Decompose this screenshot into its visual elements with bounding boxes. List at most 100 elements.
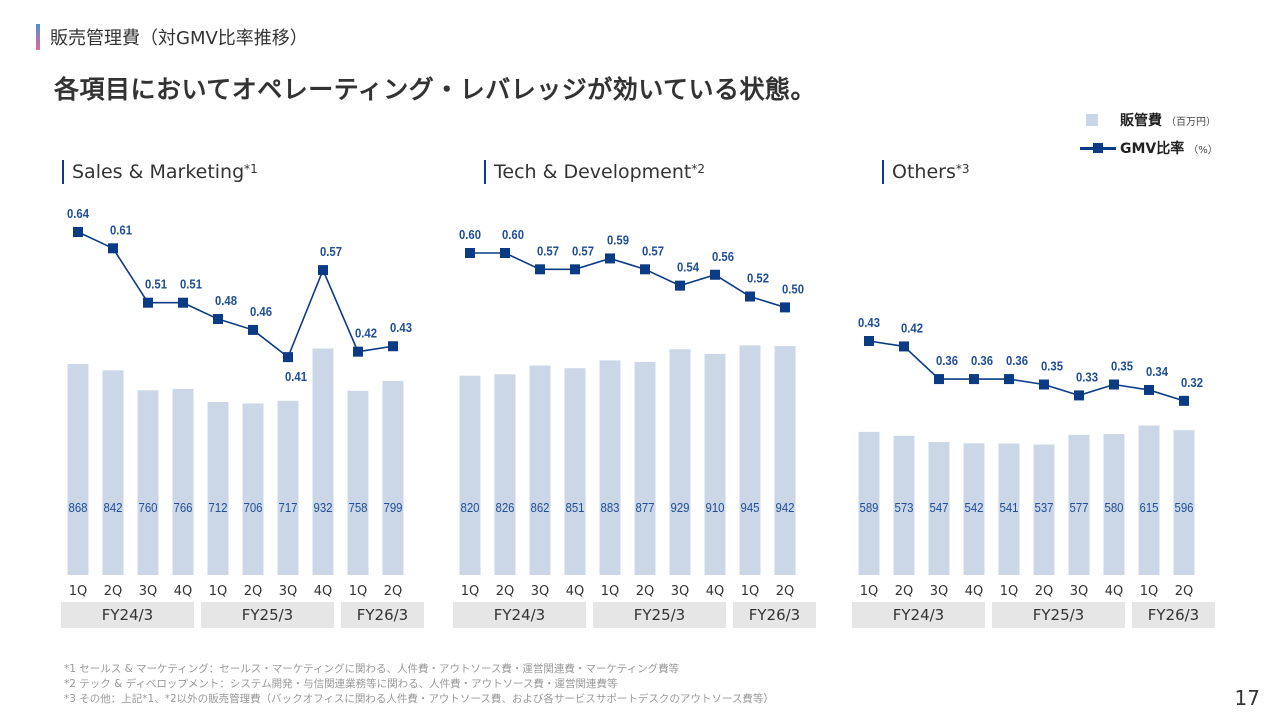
gmv-ratio-marker <box>178 297 188 308</box>
quarter-tick-label: 2Q <box>496 584 515 599</box>
gmv-ratio-marker <box>283 352 293 363</box>
legend-line-marker-icon <box>1080 142 1116 154</box>
gmv-ratio-value-label: 0.60 <box>502 227 524 242</box>
chart-title-footnote-mark: *2 <box>691 162 705 176</box>
bar-value-label: 758 <box>349 500 368 515</box>
gmv-ratio-marker <box>1004 374 1014 385</box>
quarter-tick-label: 2Q <box>1035 584 1054 599</box>
bar <box>1068 434 1090 575</box>
quarter-tick-label: 3Q <box>1070 584 1089 599</box>
quarter-tick-label: 2Q <box>895 584 914 599</box>
gmv-ratio-marker <box>73 227 83 237</box>
bar <box>137 390 159 575</box>
gmv-ratio-value-label: 0.34 <box>1146 364 1169 379</box>
bar-value-label: 842 <box>104 500 123 515</box>
gmv-ratio-value-label: 0.41 <box>285 369 307 384</box>
chart-title-footnote-mark: *1 <box>244 162 258 176</box>
gmv-ratio-marker <box>388 341 398 352</box>
quarter-tick-label: 4Q <box>706 584 725 599</box>
bar-value-label: 541 <box>1000 500 1019 515</box>
bar <box>312 348 334 575</box>
bar <box>529 365 551 575</box>
fiscal-year-label: FY24/3 <box>102 606 153 624</box>
quarter-tick-label: 1Q <box>69 584 88 599</box>
fiscal-year-label: FY26/3 <box>749 606 800 624</box>
bar <box>277 400 299 575</box>
gmv-ratio-value-label: 0.57 <box>642 243 664 258</box>
bar-value-label: 542 <box>965 500 984 515</box>
gmv-ratio-value-label: 0.32 <box>1181 375 1203 390</box>
bar <box>928 442 950 575</box>
quarter-tick-label: 2Q <box>104 584 123 599</box>
fiscal-year-box <box>992 602 1125 628</box>
quarter-tick-label: 3Q <box>279 584 298 599</box>
gmv-ratio-marker <box>143 297 153 308</box>
bar <box>704 353 726 575</box>
bar <box>67 364 89 575</box>
quarter-tick-label: 3Q <box>930 584 949 599</box>
chart-title-others: Others *3 <box>882 160 970 184</box>
bar <box>382 380 404 575</box>
gmv-ratio-value-label: 0.36 <box>1006 353 1028 368</box>
gmv-ratio-marker <box>1039 379 1049 390</box>
bar <box>207 401 229 575</box>
bar <box>1103 434 1125 575</box>
bar <box>998 443 1020 575</box>
headline: 各項目においてオペレーティング・レバレッジが効いている状態。 <box>54 75 817 104</box>
gmv-ratio-marker <box>108 243 118 254</box>
bar <box>1173 430 1195 575</box>
gmv-ratio-value-label: 0.57 <box>320 244 342 259</box>
gmv-ratio-marker <box>353 346 363 357</box>
bar-value-label: 573 <box>895 500 914 515</box>
quarter-tick-label: 4Q <box>566 584 585 599</box>
gmv-ratio-marker <box>745 291 755 302</box>
chart-title-sales-marketing: Sales & Marketing *1 <box>62 160 258 184</box>
legend-bar-unit: （百万円） <box>1166 116 1216 128</box>
gmv-ratio-value-label: 0.43 <box>858 315 880 330</box>
bar <box>774 346 796 575</box>
gmv-ratio-value-label: 0.48 <box>215 293 237 308</box>
quarter-tick-label: 3Q <box>531 584 550 599</box>
bar-value-label: 942 <box>776 500 795 515</box>
gmv-ratio-value-label: 0.54 <box>677 260 700 275</box>
quarter-tick-label: 4Q <box>1105 584 1124 599</box>
bar-value-label: 712 <box>209 500 228 515</box>
gmv-ratio-value-label: 0.51 <box>145 277 167 292</box>
quarter-tick-label: 4Q <box>314 584 333 599</box>
bar-value-label: 862 <box>531 500 550 515</box>
quarter-tick-label: 3Q <box>139 584 158 599</box>
gmv-ratio-value-label: 0.33 <box>1076 369 1098 384</box>
bar <box>669 349 691 575</box>
bar-value-label: 580 <box>1105 500 1124 515</box>
gmv-ratio-line <box>868 340 1185 402</box>
gmv-ratio-value-label: 0.35 <box>1041 359 1063 374</box>
fiscal-year-label: FY25/3 <box>242 606 293 624</box>
quarter-tick-label: 1Q <box>461 584 480 599</box>
gmv-ratio-marker <box>1144 384 1154 395</box>
gmv-ratio-marker <box>500 248 510 258</box>
quarter-tick-label: 2Q <box>384 584 403 599</box>
chart-title-tech-development: Tech & Development *2 <box>484 160 705 184</box>
bar <box>347 390 369 575</box>
gmv-ratio-marker <box>934 374 944 385</box>
gmv-ratio-value-label: 0.43 <box>390 320 412 335</box>
quarter-tick-label: 2Q <box>244 584 263 599</box>
quarter-tick-label: 1Q <box>601 584 620 599</box>
bar-value-label: 945 <box>741 500 760 515</box>
gmv-ratio-value-label: 0.60 <box>459 227 481 242</box>
chart-sales-marketing: 868 1Q 842 2Q 760 3Q 766 4Q 712 1Q 706 2Q 717 3Q 932 4Q… <box>61 206 424 628</box>
bar <box>634 361 656 575</box>
section-title: 販売管理費（対GMV比率推移） <box>36 24 308 50</box>
bar-value-label: 929 <box>671 500 690 515</box>
bar-value-label: 932 <box>314 500 333 515</box>
gmv-ratio-marker <box>899 341 909 352</box>
fiscal-year-label: FY24/3 <box>893 606 944 624</box>
footnote-3: *3 その他：上記*1、*2以外の販売管理費（バックオフィスに関わる人件費・アウ… <box>64 693 774 705</box>
bar <box>893 435 915 575</box>
gmv-ratio-value-label: 0.36 <box>936 353 958 368</box>
legend-item-bar: 販管費 （百万円） <box>1080 106 1218 134</box>
bar-value-label: 910 <box>706 500 725 515</box>
gmv-ratio-marker <box>1179 395 1189 406</box>
bar-value-label: 537 <box>1035 500 1054 515</box>
legend-item-line: GMV比率 （%） <box>1080 134 1218 162</box>
